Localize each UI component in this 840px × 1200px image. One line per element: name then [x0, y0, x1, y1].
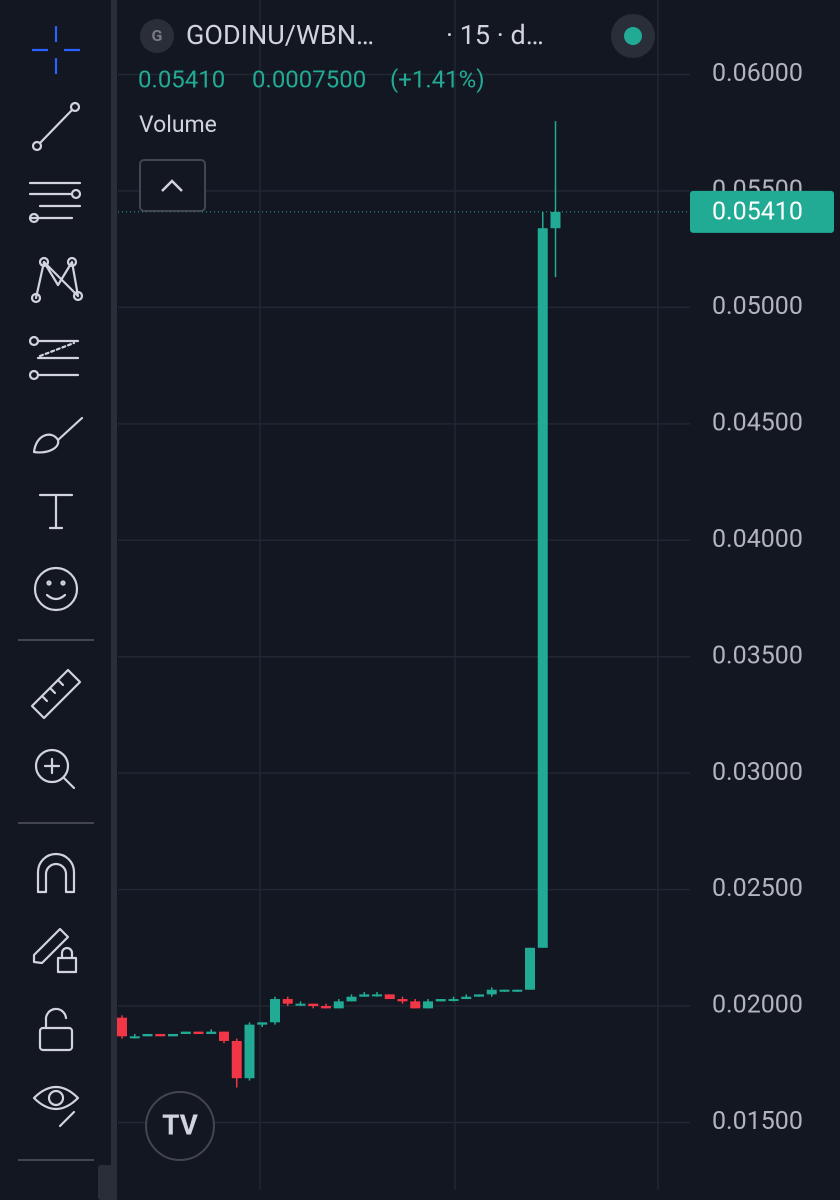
emoji-tool[interactable]: [33, 566, 79, 612]
symbol-logo: [140, 19, 174, 53]
candle-body: [537, 228, 548, 948]
last-price-label: 0.05410: [712, 198, 803, 227]
y-tick-label: 0.04500: [712, 408, 803, 437]
candle-body: [525, 947, 535, 990]
line-tool[interactable]: [31, 101, 81, 152]
unlock-tool[interactable]: [38, 1007, 74, 1052]
candle-body: [168, 1033, 178, 1037]
market-status-dot: [624, 27, 642, 45]
collapse-legend[interactable]: [139, 159, 206, 212]
candle-body: [397, 999, 408, 1002]
candle-body: [512, 989, 523, 992]
candle-body: [423, 1001, 433, 1009]
forecast-tool[interactable]: [28, 335, 80, 381]
candle-body: [410, 1001, 421, 1009]
indicator-name[interactable]: Volume: [139, 111, 217, 138]
lock-drawings[interactable]: [32, 927, 78, 974]
zoom-tool[interactable]: [34, 748, 76, 790]
candle-body: [448, 999, 459, 1002]
last-price-tag: [690, 190, 834, 233]
collapse-button[interactable]: [98, 1165, 114, 1200]
y-tick-label: 0.01500: [712, 1107, 803, 1136]
candle-body: [295, 1003, 306, 1006]
interval[interactable]: · 15 · d…: [446, 19, 544, 51]
magnet-tool[interactable]: [36, 852, 76, 894]
symbol[interactable]: GODINU/WBN…: [186, 19, 374, 51]
candle-body: [372, 994, 382, 997]
candle-body: [244, 1024, 255, 1079]
candle-body: [219, 1031, 229, 1041]
candle-body: [257, 1022, 268, 1025]
candle-body: [155, 1033, 166, 1037]
candle-body: [499, 989, 510, 992]
candle-body: [474, 994, 484, 997]
chevron-up: [161, 179, 183, 192]
visibility-tool[interactable]: [32, 1085, 80, 1128]
candle-body: [435, 999, 446, 1002]
candle-body: [333, 1001, 344, 1009]
text-tool[interactable]: [38, 493, 74, 530]
logo-mark: TV: [162, 1108, 199, 1141]
y-tick-label: 0.02000: [712, 991, 803, 1020]
candle-body: [206, 1031, 217, 1034]
candle-body: [308, 1003, 319, 1007]
candle-body: [129, 1036, 140, 1039]
price-change: 0.0007500: [252, 65, 366, 93]
y-tick-label: 0.06000: [712, 59, 803, 88]
crosshair-tool[interactable]: [32, 26, 80, 74]
candle-body: [117, 1017, 127, 1037]
tradingview-logo[interactable]: [145, 1091, 215, 1161]
candle-body: [282, 999, 293, 1004]
candle-body: [142, 1033, 153, 1037]
y-tick-label: 0.05000: [712, 292, 803, 321]
candle-body: [321, 1006, 331, 1009]
candle-body: [461, 996, 472, 1000]
y-tick-label: 0.03500: [712, 641, 803, 670]
last-price: 0.05410: [138, 65, 225, 93]
pattern-tool[interactable]: [30, 256, 84, 304]
y-tick-label: 0.02500: [712, 874, 803, 903]
y-tick-label: 0.04000: [712, 525, 803, 554]
candle-body: [270, 999, 280, 1023]
ruler-tool[interactable]: [30, 668, 82, 720]
y-tick-label: 0.03000: [712, 758, 803, 787]
price-change-percent: (+1.41%): [390, 65, 485, 93]
fib-tool[interactable]: [28, 181, 82, 224]
candle-body: [231, 1040, 242, 1079]
candle-body: [359, 994, 370, 997]
candle-body: [486, 989, 497, 995]
candle-body: [384, 994, 395, 1000]
brush-tool[interactable]: [32, 416, 84, 454]
candle-body: [346, 996, 357, 1002]
candle-body: [550, 211, 561, 229]
candle-body: [180, 1031, 191, 1034]
symbol-logo-letter: G: [152, 26, 163, 45]
candle-body: [193, 1031, 204, 1034]
